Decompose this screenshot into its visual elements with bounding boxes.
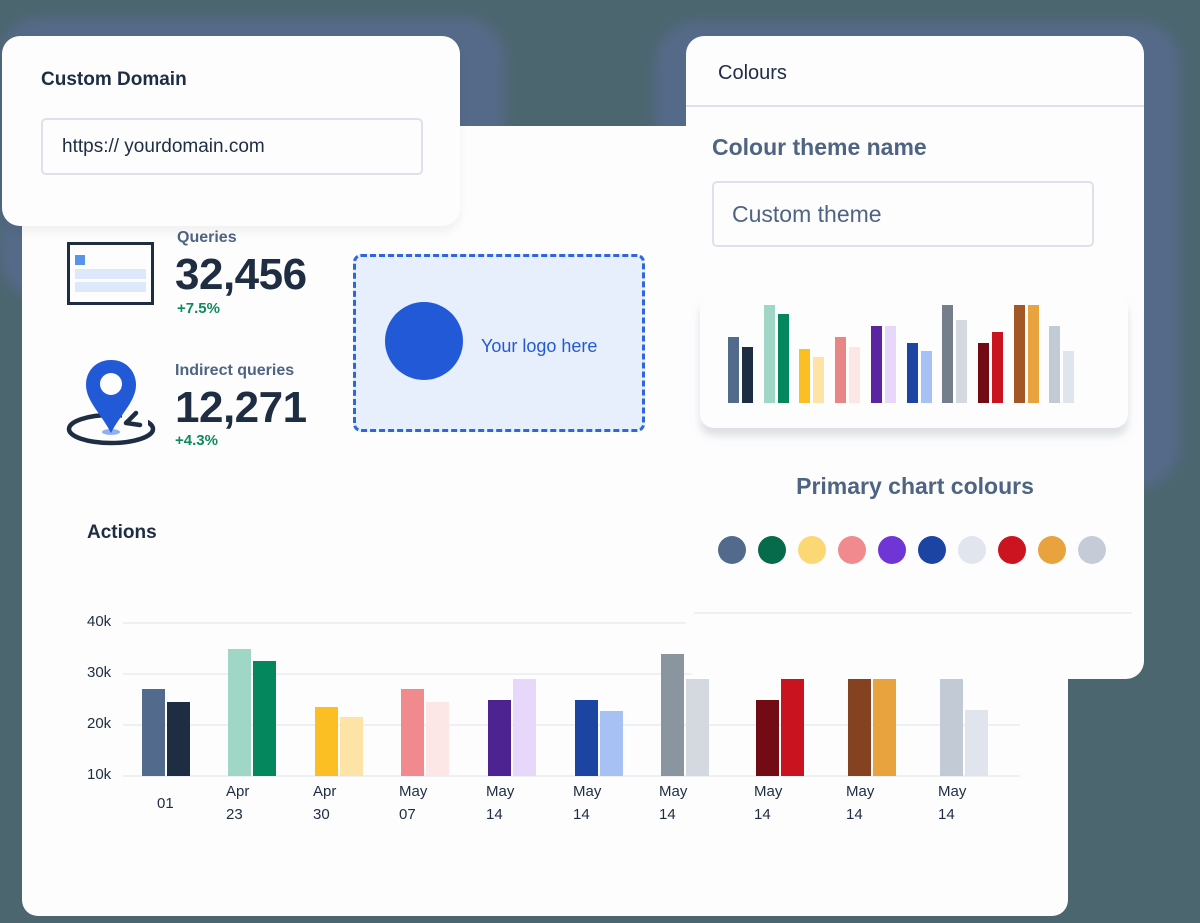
preview-bar <box>956 320 968 403</box>
colour-theme-name-input[interactable]: Custom theme <box>712 181 1094 247</box>
indirect-queries-delta: +4.3% <box>175 432 218 449</box>
preview-bar <box>920 351 932 403</box>
preview-bar <box>763 305 775 403</box>
chart-bar[interactable] <box>488 699 511 776</box>
queries-delta: +7.5% <box>177 300 220 317</box>
preview-bar <box>1013 305 1025 403</box>
footer-divider <box>694 612 1132 614</box>
colour-swatch-1[interactable] <box>718 536 746 564</box>
preview-bar <box>884 326 896 403</box>
chart-bar[interactable] <box>401 689 424 776</box>
chart-bar[interactable] <box>426 702 449 776</box>
chart-bar[interactable] <box>873 679 896 776</box>
preview-bar <box>906 343 918 403</box>
logo-placeholder-circle <box>385 302 463 380</box>
chart-bar[interactable] <box>600 710 623 776</box>
preview-bar <box>813 357 825 403</box>
chart-bar[interactable] <box>781 679 804 776</box>
colour-swatch-3[interactable] <box>798 536 826 564</box>
dashboard-window-icon <box>67 242 154 305</box>
primary-colour-swatches <box>718 536 1106 564</box>
colour-swatch-5[interactable] <box>878 536 906 564</box>
preview-bar <box>777 314 789 403</box>
colour-swatch-8[interactable] <box>998 536 1026 564</box>
indirect-queries-label: Indirect queries <box>175 362 295 379</box>
chart-bar[interactable] <box>661 653 684 776</box>
colour-swatch-9[interactable] <box>1038 536 1066 564</box>
chart-bar[interactable] <box>228 648 251 776</box>
preview-bar <box>977 343 989 403</box>
queries-label: Queries <box>177 229 237 246</box>
indirect-queries-value: 12,271 <box>175 383 307 432</box>
primary-chart-colours-label: Primary chart colours <box>796 473 1034 499</box>
colour-swatch-7[interactable] <box>958 536 986 564</box>
chart-bar[interactable] <box>686 679 709 776</box>
colours-panel: Colours Colour theme name Custom theme P… <box>686 36 1144 679</box>
chart-bar[interactable] <box>167 702 190 776</box>
chart-bar[interactable] <box>253 661 276 776</box>
colour-theme-name-label: Colour theme name <box>712 134 927 160</box>
preview-bar <box>799 349 811 403</box>
custom-domain-card: Custom Domain https:// yourdomain.com <box>2 36 460 226</box>
chart-bar[interactable] <box>340 717 363 776</box>
custom-domain-title: Custom Domain <box>41 69 187 90</box>
preview-bar <box>1049 326 1061 403</box>
theme-preview-chart <box>700 294 1128 428</box>
chart-bar[interactable] <box>848 679 871 776</box>
colour-swatch-10[interactable] <box>1078 536 1106 564</box>
colours-panel-header: Colours <box>718 62 787 84</box>
preview-bar <box>849 347 861 403</box>
chart-bar[interactable] <box>756 699 779 776</box>
preview-bar <box>870 326 882 403</box>
logo-placeholder-text: Your logo here <box>481 336 598 356</box>
colour-swatch-6[interactable] <box>918 536 946 564</box>
colour-swatch-4[interactable] <box>838 536 866 564</box>
header-divider <box>686 105 1144 107</box>
custom-domain-input[interactable]: https:// yourdomain.com <box>41 118 423 175</box>
preview-bar <box>1027 305 1039 403</box>
chart-bar[interactable] <box>142 689 165 776</box>
actions-chart-title: Actions <box>87 522 157 543</box>
logo-upload-dropzone[interactable]: Your logo here <box>353 254 645 432</box>
preview-bar <box>991 332 1003 403</box>
preview-bar <box>742 347 753 403</box>
preview-bar <box>1063 351 1075 403</box>
chart-bar[interactable] <box>315 707 338 776</box>
chart-bar[interactable] <box>575 699 598 776</box>
colour-swatch-2[interactable] <box>758 536 786 564</box>
preview-bar <box>728 337 739 403</box>
preview-bar <box>835 337 847 403</box>
location-pin-rotate-icon <box>66 360 156 446</box>
chart-bar[interactable] <box>965 709 988 776</box>
preview-bar <box>942 305 954 403</box>
chart-bar[interactable] <box>513 679 536 776</box>
queries-value: 32,456 <box>175 250 307 299</box>
chart-bar[interactable] <box>940 679 963 776</box>
